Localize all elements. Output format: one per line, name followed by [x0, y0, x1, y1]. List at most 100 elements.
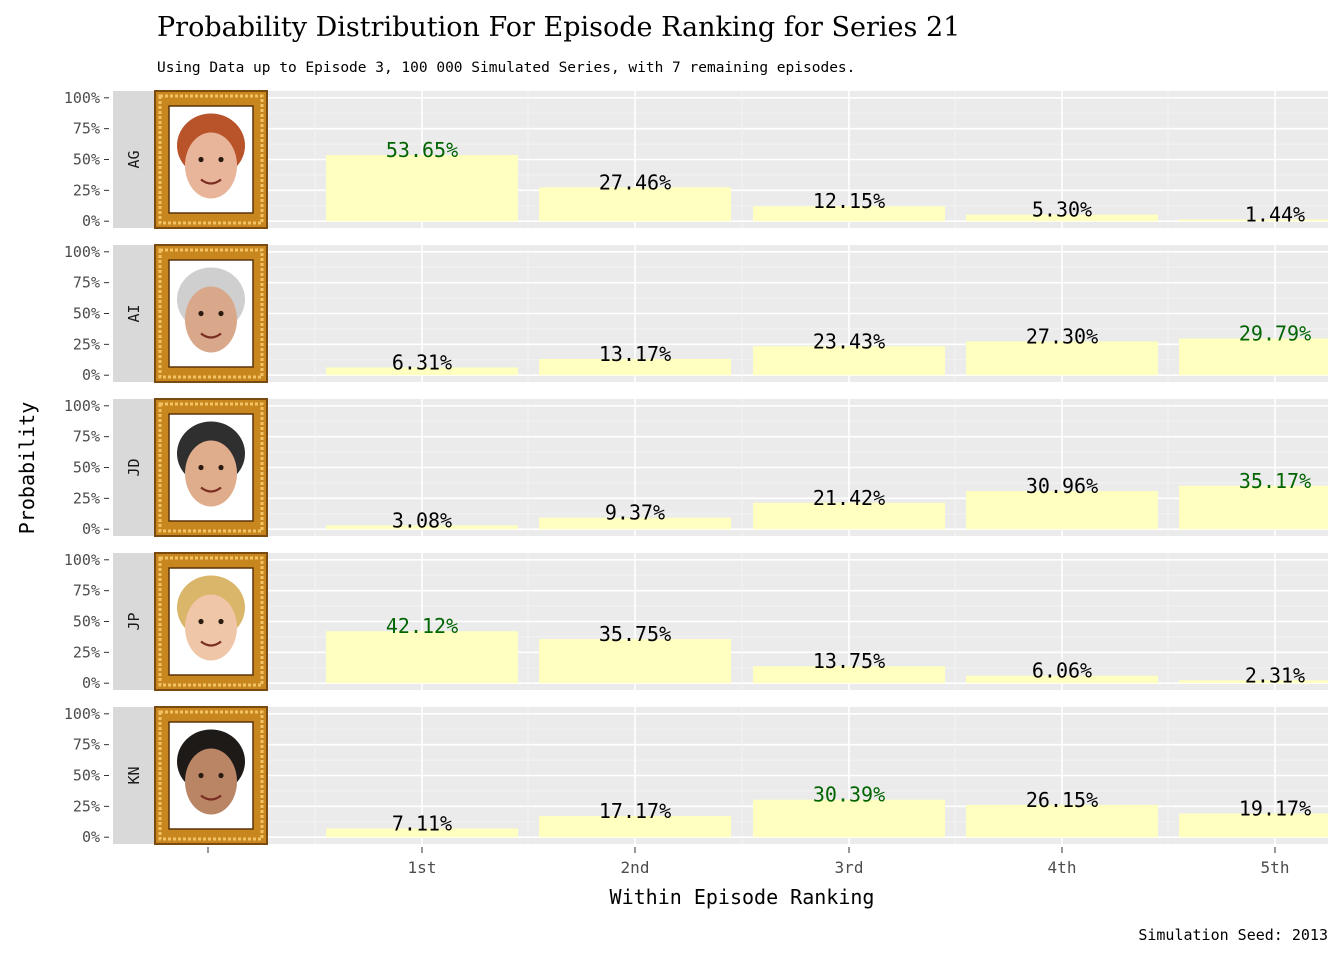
y-tick-label: 75%	[73, 582, 100, 600]
frame-ornament	[158, 710, 264, 841]
bar	[539, 639, 731, 684]
facet-strip	[113, 707, 155, 844]
portrait-frame	[154, 90, 268, 229]
portrait-frame	[154, 706, 268, 845]
bar-value-label: 35.17%	[1239, 469, 1311, 493]
bar	[1179, 338, 1328, 376]
bar-value-label: 53.65%	[386, 138, 458, 162]
bar-value-label: 19.17%	[1239, 797, 1311, 821]
bar	[326, 367, 518, 376]
facet-label: KN	[125, 766, 143, 784]
x-tick-label: 5th	[1261, 858, 1290, 877]
bar	[966, 675, 1158, 684]
x-tick-label: 4th	[1048, 858, 1077, 877]
facet-ai: 0% 25% 50% 75% 100% AI 6.31% 13.17% 23.43% 27.30%…	[64, 243, 1328, 384]
bar	[753, 346, 945, 376]
bar	[539, 517, 731, 530]
bar-value-label: 13.17%	[599, 342, 671, 366]
bar	[753, 799, 945, 838]
y-tick-label: 100%	[64, 551, 100, 569]
facet-jd: 0% 25% 50% 75% 100% JD 3.08% 9.37% 21.42% 30.96% 3…	[64, 397, 1328, 538]
portrait-face	[185, 132, 237, 199]
facet-jp: 0% 25% 50% 75% 100% JP 42.12% 35.75% 13.75% 6.06%…	[64, 551, 1328, 692]
x-tick-label: 2nd	[621, 858, 650, 877]
bar	[753, 666, 945, 684]
bar-value-label: 27.30%	[1026, 325, 1098, 349]
bar	[966, 341, 1158, 376]
y-axis-title: Probability	[15, 402, 39, 534]
portrait-face	[185, 594, 237, 661]
portrait-mouth	[200, 332, 222, 339]
y-tick-label: 75%	[73, 120, 100, 138]
bar-value-label: 5.30%	[1032, 198, 1092, 222]
facet-label: AI	[125, 304, 143, 322]
portrait-face	[185, 440, 237, 507]
bar-value-label: 6.31%	[392, 350, 452, 374]
bar-value-label: 6.06%	[1032, 659, 1092, 683]
bar-value-label: 21.42%	[813, 486, 885, 510]
facet-strip	[113, 91, 155, 228]
facet-label: JP	[125, 612, 143, 630]
y-tick-label: 25%	[73, 181, 100, 199]
bar-value-label: 7.11%	[392, 811, 452, 835]
portrait-face	[185, 286, 237, 353]
bar-value-label: 1.44%	[1245, 202, 1305, 226]
y-tick-label: 25%	[73, 489, 100, 507]
y-tick-label: 100%	[64, 89, 100, 107]
y-tick-label: 0%	[82, 828, 100, 846]
y-tick-label: 25%	[73, 797, 100, 815]
portrait-eye	[198, 464, 204, 471]
facet-strip	[113, 245, 155, 382]
bar	[966, 214, 1158, 222]
bar-value-label: 30.96%	[1026, 474, 1098, 498]
portrait-eye	[218, 464, 224, 471]
bar	[966, 490, 1158, 530]
x-axis: 1st 2nd 3rd 4th 5th	[207, 847, 1290, 877]
bar-value-label: 12.15%	[813, 189, 885, 213]
bar-value-label: 35.75%	[599, 622, 671, 646]
y-tick-label: 75%	[73, 428, 100, 446]
chart-title: Probability Distribution For Episode Ran…	[157, 12, 960, 43]
bar	[539, 187, 731, 222]
bar	[1179, 680, 1328, 684]
y-tick-label: 0%	[82, 366, 100, 384]
y-tick-label: 50%	[73, 767, 100, 785]
bar-value-label: 30.39%	[813, 783, 885, 807]
y-tick-label: 25%	[73, 643, 100, 661]
portrait-frame	[154, 552, 268, 691]
bar-value-label: 29.79%	[1239, 321, 1311, 345]
bar-value-label: 9.37%	[605, 501, 665, 525]
facet-ag: 0% 25% 50% 75% 100% AG 53.65% 27.46% 12.15% 5.30%…	[64, 89, 1328, 230]
frame-ornament	[158, 94, 264, 225]
bar-value-label: 2.31%	[1245, 663, 1305, 687]
portrait-mouth	[200, 178, 222, 185]
bar	[1179, 813, 1328, 838]
bar	[1179, 219, 1328, 222]
facet-label: JD	[125, 458, 143, 476]
y-tick-label: 100%	[64, 243, 100, 261]
y-tick-label: 0%	[82, 212, 100, 230]
y-tick-label: 50%	[73, 305, 100, 323]
portrait-eye	[198, 772, 204, 779]
y-tick-label: 75%	[73, 736, 100, 754]
facet-panels: 0% 25% 50% 75% 100% AG 53.65% 27.46% 12.15% 5.30%…	[64, 89, 1328, 846]
bar	[539, 358, 731, 376]
chart-subtitle: Using Data up to Episode 3, 100 000 Simu…	[157, 60, 855, 76]
bar-value-label: 13.75%	[813, 649, 885, 673]
bar-value-label: 17.17%	[599, 799, 671, 823]
portrait-mouth	[200, 486, 222, 493]
y-tick-label: 50%	[73, 151, 100, 169]
portrait-eye	[198, 310, 204, 317]
x-axis-title: Within Episode Ranking	[610, 885, 875, 909]
facet-kn: 0% 25% 50% 75% 100% KN 7.11% 17.17% 30.39% 26.15%…	[64, 705, 1328, 846]
y-tick-label: 50%	[73, 459, 100, 477]
facet-strip	[113, 399, 155, 536]
frame-ornament	[158, 248, 264, 379]
portrait-frame	[154, 398, 268, 537]
portrait-eye	[198, 618, 204, 625]
bar-value-label: 26.15%	[1026, 788, 1098, 812]
portrait-eye	[198, 156, 204, 163]
bar	[966, 804, 1158, 838]
bar	[326, 525, 518, 530]
portrait-mouth	[200, 640, 222, 647]
